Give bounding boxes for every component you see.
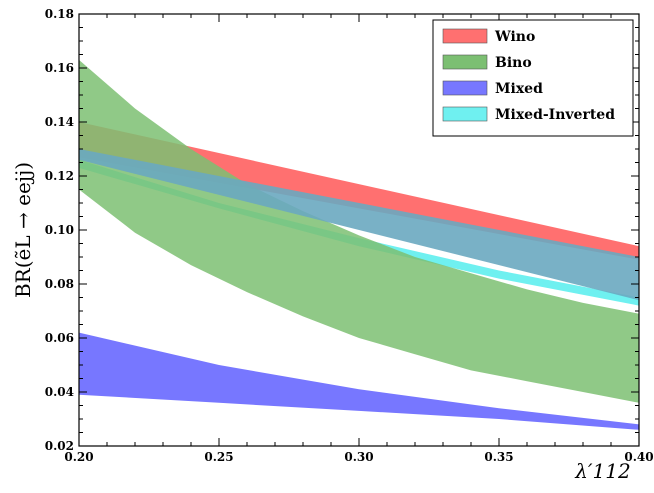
legend-swatch — [442, 80, 488, 96]
legend-label: Wino — [494, 29, 535, 45]
x-tick-label: 0.40 — [624, 450, 653, 464]
legend-swatch — [442, 28, 488, 44]
y-tick-label: 0.14 — [45, 115, 74, 129]
band-mixed — [79, 332, 639, 430]
y-tick-label: 0.06 — [45, 331, 74, 345]
x-tick-label: 0.20 — [64, 450, 93, 464]
band-wino — [79, 122, 639, 260]
y-tick-label: 0.02 — [45, 439, 74, 453]
legend: Wino Bino Mixed Mixed-Inverted — [432, 19, 634, 137]
x-axis-label: λ′112 — [574, 459, 630, 483]
band-bino — [79, 59, 639, 403]
legend-label: Mixed-Inverted — [495, 107, 615, 123]
x-tick-label: 0.30 — [344, 450, 373, 464]
y-axis-label: BR(ẽL → eejj) — [11, 162, 35, 298]
ticks: 0.20 0.25 0.30 0.35 0.40 0.02 0.04 0.06 0.08 0.10… — [45, 7, 654, 464]
legend-label: Bino — [495, 55, 532, 71]
band-mixed-inverted — [79, 159, 639, 306]
y-tick-label: 0.12 — [45, 169, 74, 183]
y-tick-label: 0.08 — [45, 277, 74, 291]
y-tick-label: 0.04 — [45, 385, 74, 399]
band-overlap — [79, 149, 639, 301]
y-tick-label: 0.10 — [45, 223, 74, 237]
x-tick-label: 0.25 — [204, 450, 233, 464]
legend-swatch — [442, 106, 488, 122]
y-tick-label: 0.18 — [45, 7, 74, 21]
y-tick-label: 0.16 — [45, 61, 74, 75]
x-tick-label: 0.35 — [484, 450, 513, 464]
legend-swatch — [442, 54, 488, 70]
legend-label: Mixed — [495, 81, 543, 97]
bands — [79, 59, 639, 430]
